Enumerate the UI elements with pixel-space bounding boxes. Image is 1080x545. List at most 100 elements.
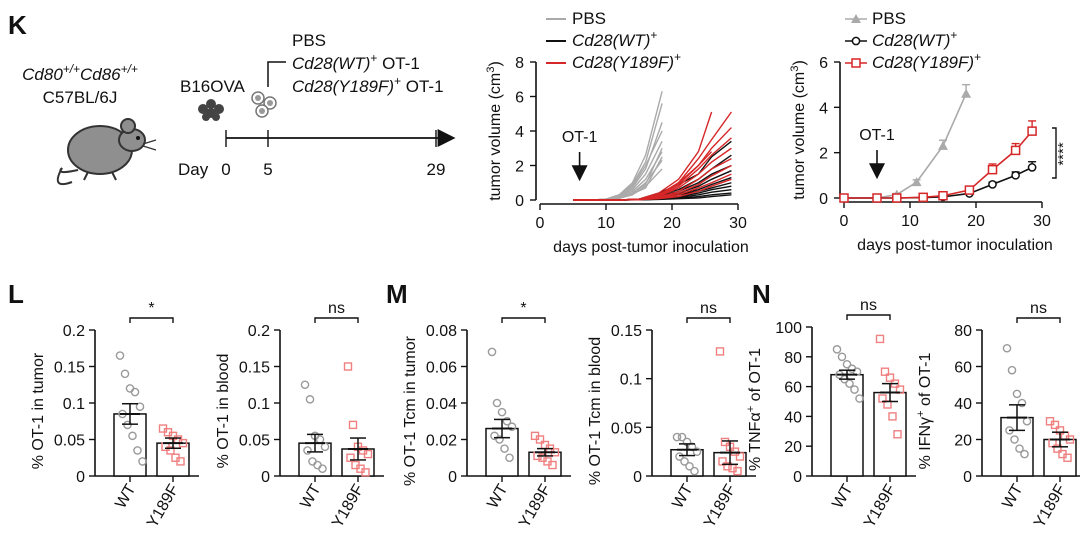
significance-label: **** [1055, 142, 1072, 166]
ot1-annotation: OT-1 [859, 127, 895, 144]
y-tick-label: 0.1 [620, 372, 642, 389]
data-point [875, 334, 885, 344]
legend-marker [851, 58, 861, 68]
bar-group-wt [670, 432, 704, 477]
data-point [1015, 444, 1024, 453]
day-5: 5 [263, 160, 272, 179]
bar-group-wt [113, 351, 147, 477]
y-tick-label: 20 [954, 433, 972, 450]
legend-label: Cd28(WT)+ [872, 28, 957, 50]
data-point [938, 190, 948, 201]
data-point [128, 431, 137, 441]
y-tick-label: 100 [775, 320, 802, 337]
y-tick-label: 0.1 [63, 396, 85, 413]
y-tick-label: 6 [515, 90, 524, 107]
data-point [1010, 435, 1019, 444]
series-line-pbs-1 [573, 103, 663, 201]
y-tick-label: 2 [819, 146, 828, 163]
y-tick-label: 80 [954, 323, 972, 340]
significance-bracket [686, 317, 731, 323]
significance-label: ns [1030, 300, 1047, 317]
x-tick-label: 0 [536, 215, 545, 232]
data-point [138, 457, 147, 466]
data-point [1017, 398, 1027, 408]
data-point [1010, 145, 1021, 156]
chart-l-blood: 0 0.05 0.1 0.15 0.2 % OT-1 in blood WT Y189F ns [215, 300, 384, 531]
data-point [961, 88, 972, 98]
bar-group-wt [830, 345, 864, 477]
tumor-cells-icon [198, 99, 224, 121]
bar-group-y189f [873, 334, 907, 477]
significance-label: ns [328, 300, 345, 317]
significance-label: * [520, 300, 526, 317]
data-point [1027, 126, 1037, 136]
chart-k_mean: 0 10 20 30 0 2 4 6 days post-tumor inoculation tu… [789, 9, 1072, 254]
y-axis-label: % IFNγ+ of OT-1 [915, 353, 934, 470]
significance-bracket [1052, 127, 1057, 179]
significance-bracket [846, 314, 891, 320]
x-tick-label-y189f: Y189F [861, 481, 899, 531]
data-point [125, 384, 135, 393]
data-point [548, 460, 557, 470]
x-tick-label: 0 [840, 213, 849, 230]
y-tick-label: 0.06 [426, 360, 457, 377]
data-point [675, 452, 684, 461]
bar-group-wt [298, 380, 332, 477]
data-point [672, 432, 682, 442]
y-tick-label: 6 [819, 55, 828, 72]
data-point [500, 444, 509, 453]
y-tick-label: 0.02 [426, 433, 457, 450]
y-tick-label: 0.2 [63, 323, 85, 340]
y-tick-label: 0 [515, 193, 524, 210]
significance-label: ns [860, 297, 877, 314]
data-point [685, 461, 694, 471]
data-point [723, 462, 732, 471]
data-point [938, 140, 948, 150]
y-tick-label: 0.15 [54, 360, 85, 377]
y-axis-label: % OT-1 Tcm in blood [587, 337, 604, 485]
data-point [987, 164, 998, 175]
data-point [720, 437, 730, 447]
data-point [911, 177, 922, 187]
data-point [348, 420, 358, 430]
data-point [502, 416, 512, 426]
data-point [1007, 365, 1017, 375]
y-axis-label: % OT-1 Tcm in tumor [402, 335, 419, 486]
data-point [315, 435, 325, 444]
x-tick-label-y189f: Y189F [701, 481, 739, 531]
y-tick-label: 40 [784, 409, 802, 426]
y-tick-label: 60 [954, 360, 972, 377]
tumor-label: B16OVA [180, 77, 246, 96]
significance-label: * [148, 300, 154, 317]
bar-group-y189f [341, 362, 375, 477]
data-point [130, 387, 140, 397]
y-tick-label: 0.2 [248, 323, 270, 340]
data-point [680, 457, 689, 466]
data-point [303, 446, 312, 455]
y-tick-label: 2 [515, 159, 524, 176]
legend-label: Cd28(WT)+ [572, 28, 657, 50]
y-tick-label: 0 [76, 469, 85, 486]
mouse-icon [56, 118, 157, 186]
data-point [918, 192, 928, 203]
data-point [850, 385, 859, 394]
panel-letter-n: N [752, 279, 771, 309]
x-axis-label: days post-tumor inoculation [553, 239, 749, 256]
t-cells-icon [251, 91, 277, 118]
legend-label: Cd28(Y189F)+ [872, 50, 981, 72]
data-point [487, 347, 497, 357]
data-point [1011, 170, 1020, 180]
chart-m-blood: 0 0.05 0.1 0.15 % OT-1 Tcm in blood WT Y189F ns [587, 300, 756, 531]
strain-genotype-label: Cd80+/+Cd86+/+ [22, 62, 138, 84]
data-point [495, 435, 504, 444]
x-tick-label: 20 [663, 215, 681, 232]
x-tick-label-wt: WT [297, 481, 324, 511]
data-point [176, 457, 185, 466]
data-point [492, 398, 502, 408]
data-point [305, 395, 315, 404]
data-point [1063, 453, 1072, 462]
y-axis-label: tumor volume (cm3) [789, 60, 808, 200]
